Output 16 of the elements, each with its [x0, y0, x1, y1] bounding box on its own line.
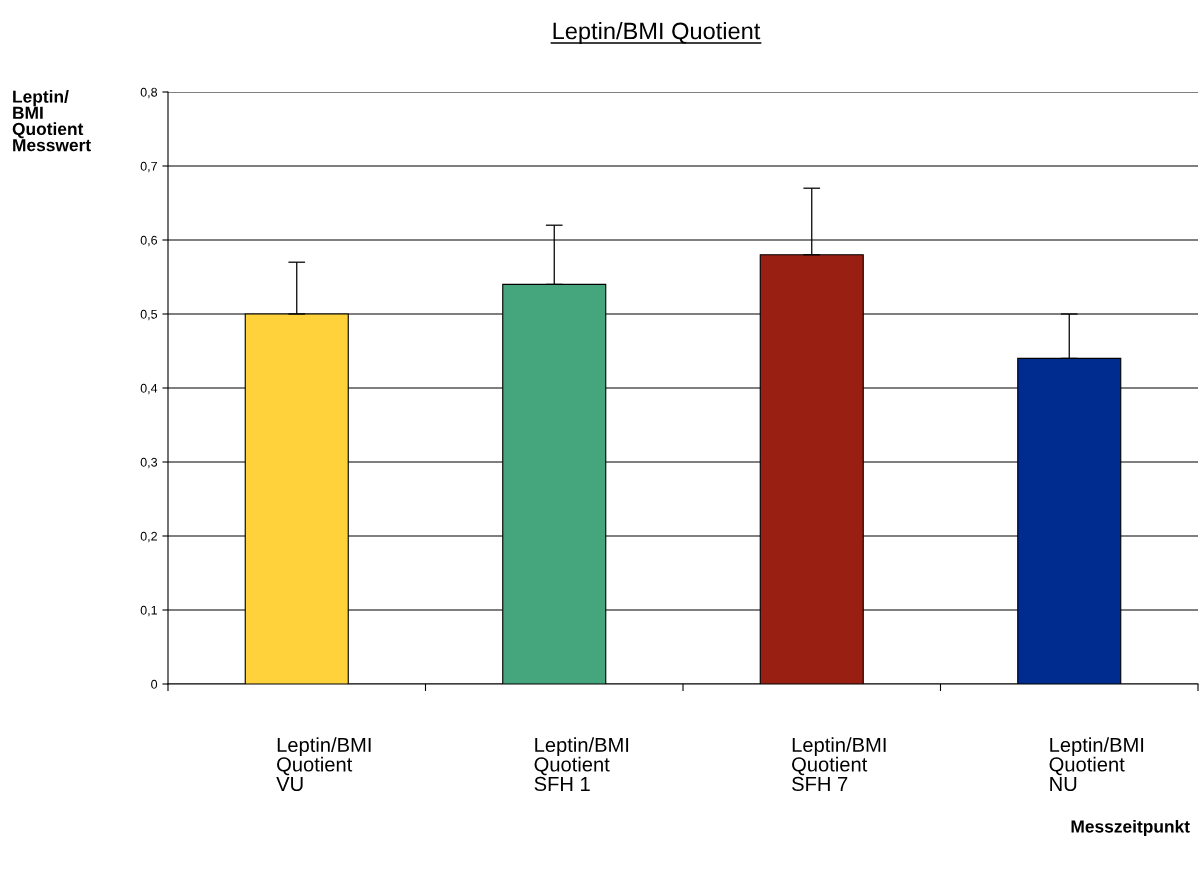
y-tick-label: 0	[151, 679, 158, 689]
x-tick-label: Leptin/BMI Quotient VU	[276, 737, 371, 792]
y-tick-label: 0,5	[140, 309, 158, 321]
x-tick-label: Leptin/BMI Quotient NU	[1049, 737, 1144, 792]
y-tick-label: 0,6	[140, 235, 158, 247]
y-tick-label: 0,1	[140, 605, 157, 617]
y-tick-label: 0,4	[140, 383, 158, 395]
x-tick-label: Leptin/BMI Quotient SFH 1	[534, 737, 629, 792]
y-tick-label: 0,7	[140, 161, 157, 173]
chart-title: Leptin/BMI Quotient	[553, 22, 761, 45]
x-tick-label: Leptin/BMI Quotient SFH 7	[792, 737, 886, 792]
x-axis-title: Messzeitpunkt	[1071, 819, 1190, 837]
y-tick-label: 0,8	[140, 87, 158, 99]
y-tick-label: 0,2	[140, 531, 157, 543]
y-tick-label: 0,3	[140, 457, 158, 469]
y-axis-title: Leptin/ BMI Quotient Messwert	[12, 90, 91, 152]
